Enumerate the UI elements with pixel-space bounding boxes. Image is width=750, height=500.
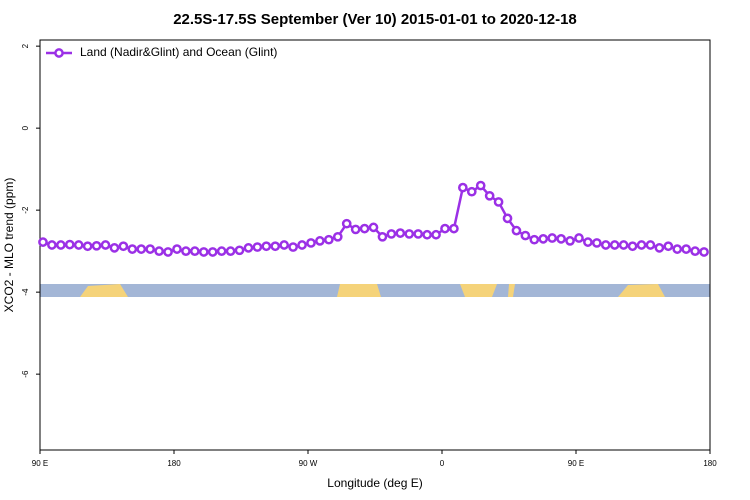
point: [609, 240, 620, 250]
point: [422, 229, 432, 240]
point: [323, 234, 334, 245]
point: [82, 241, 93, 252]
point: [332, 231, 343, 242]
point: [118, 241, 129, 252]
point: [109, 243, 120, 253]
point: [350, 224, 361, 235]
point: [404, 229, 415, 239]
point: [154, 246, 164, 256]
point: [368, 222, 379, 233]
x-tick-label: 0: [440, 459, 445, 468]
point: [252, 242, 263, 252]
point: [484, 190, 495, 201]
point: [172, 244, 182, 254]
point: [100, 240, 111, 250]
y-tick-label: 2: [21, 43, 30, 48]
point: [591, 238, 602, 248]
point: [583, 237, 593, 247]
point: [377, 231, 388, 242]
point: [386, 229, 397, 239]
legend-marker: [54, 48, 64, 58]
point: [136, 244, 147, 254]
legend-label: Land (Nadir&Glint) and Ocean (Glint): [80, 45, 277, 59]
point: [306, 238, 316, 248]
point: [663, 241, 674, 252]
point: [198, 247, 209, 257]
point: [91, 240, 102, 251]
x-tick-label: 90 E: [568, 459, 584, 468]
point: [457, 182, 468, 193]
point: [73, 240, 84, 250]
point: [145, 244, 156, 254]
point: [55, 240, 66, 250]
point: [359, 223, 370, 234]
point: [288, 242, 298, 252]
point: [189, 246, 200, 256]
point: [440, 223, 450, 234]
y-tick-label: -2: [21, 206, 30, 214]
point: [645, 240, 656, 250]
point: [618, 240, 629, 250]
point: [297, 240, 307, 250]
x-tick-label: 90 E: [32, 459, 48, 468]
x-axis-label: Longitude (deg E): [327, 476, 422, 490]
point: [466, 186, 477, 197]
point: [475, 180, 486, 191]
x-tick-label: 180: [703, 459, 717, 468]
point: [636, 240, 647, 250]
point: [547, 233, 558, 243]
point: [672, 244, 683, 254]
point: [243, 243, 254, 253]
point: [493, 197, 504, 207]
point: [207, 247, 218, 257]
point: [270, 241, 281, 252]
point: [64, 239, 75, 250]
point: [216, 246, 227, 256]
point: [431, 229, 441, 240]
point: [502, 213, 513, 224]
point: [163, 247, 173, 257]
point: [127, 244, 138, 254]
point: [627, 241, 638, 252]
y-tick-label: 0: [21, 125, 30, 130]
land-ocean-strip: [40, 284, 710, 297]
point: [538, 234, 549, 244]
y-tick-label: -6: [21, 370, 30, 378]
y-axis-label: XCO2 - MLO trend (ppm): [2, 178, 16, 313]
point: [181, 246, 191, 256]
point: [556, 234, 566, 244]
point: [225, 246, 236, 256]
point: [520, 230, 531, 241]
point: [413, 229, 424, 239]
point: [681, 244, 692, 254]
point: [47, 240, 57, 250]
point: [315, 236, 325, 246]
point: [341, 218, 352, 229]
point: [690, 246, 700, 256]
point: [449, 223, 459, 234]
point: [395, 228, 406, 238]
point: [261, 241, 272, 252]
chart-title: 22.5S-17.5S September (Ver 10) 2015-01-0…: [173, 11, 577, 28]
point: [511, 225, 522, 236]
y-tick-label: -4: [21, 288, 30, 296]
point: [529, 234, 540, 245]
point: [279, 240, 290, 250]
point: [654, 243, 665, 253]
point: [574, 233, 584, 243]
x-tick-label: 90 W: [299, 459, 318, 468]
x-tick-label: 180: [167, 459, 181, 468]
point: [38, 237, 48, 247]
point: [234, 245, 245, 256]
point: [565, 236, 575, 246]
point: [699, 247, 709, 257]
point: [600, 240, 611, 250]
